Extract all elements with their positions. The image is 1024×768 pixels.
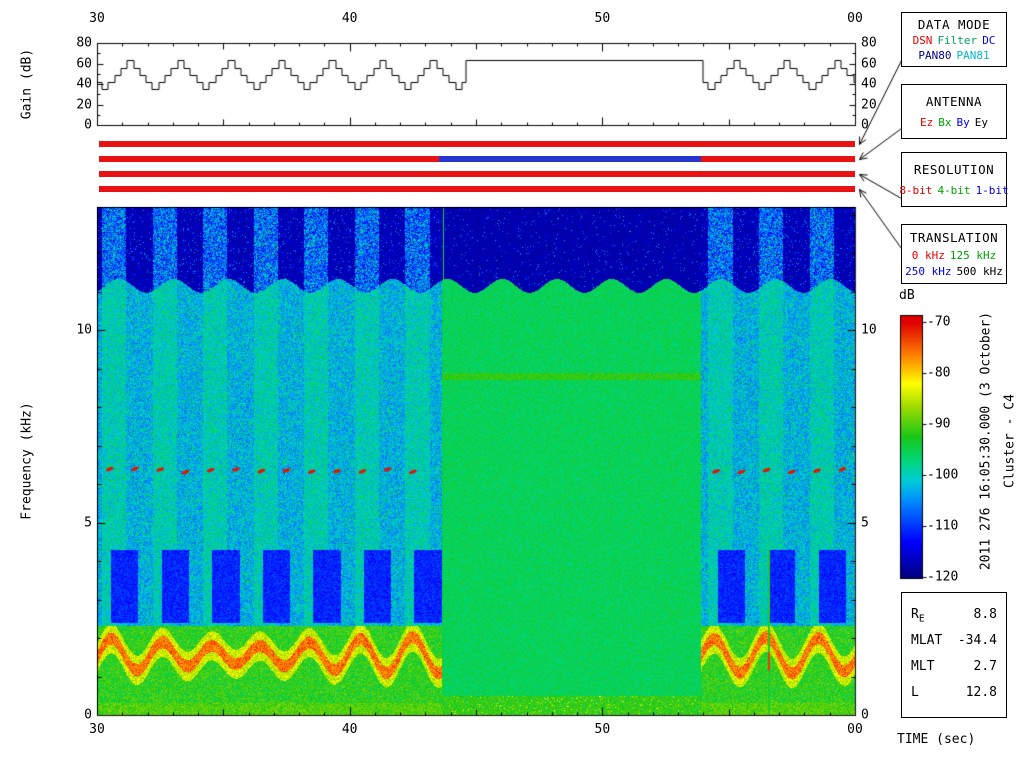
mode-token: 4-bit (937, 184, 971, 197)
info-box-line: PAN80 PAN81 (918, 49, 989, 62)
gain-ytick-label-right: 60 (861, 56, 877, 71)
data-mode-box: DATA MODE DSN Filter DC PAN80 PAN81 (901, 12, 1007, 67)
data-mode-bar (99, 141, 855, 147)
gain-ytick-label-left: 20 (76, 97, 92, 112)
spec-bottom-xtick-label: 30 (89, 722, 105, 737)
antenna-box: ANTENNA Ez Bx By Ey (901, 84, 1007, 139)
mode-token: 1-bit (975, 184, 1009, 197)
gain-ytick-label-left: 60 (76, 56, 92, 71)
info-box-title: RESOLUTION (913, 162, 995, 177)
ephemeris-value: 2.7 (973, 659, 997, 675)
freq-ytick-label-left: 10 (76, 322, 92, 338)
gain-axis-label: Gain (dB) (19, 48, 35, 120)
gain-ytick-label-right: 20 (861, 97, 877, 112)
resolution-bar-segment-red (99, 171, 855, 177)
spacecraft-label: Cluster - C4 (1002, 394, 1018, 488)
mode-token: 125 kHz (949, 248, 997, 262)
info-box-line: 250 kHz 500 kHz (905, 265, 1003, 278)
resolution-bar (99, 171, 855, 177)
ephemeris-value: 12.8 (965, 685, 997, 701)
info-box-title: ANTENNA (925, 94, 983, 109)
resolution-box: RESOLUTION 8-bit 4-bit 1-bit (899, 152, 1009, 207)
translation-box: TRANSLATION 0 kHz 125 kHz 250 kHz 500 kHz (901, 224, 1007, 284)
gain-ytick-label-left: 0 (84, 117, 92, 133)
gain-ytick-label-left: 40 (76, 76, 92, 92)
mode-token: PAN80 (918, 49, 952, 62)
gain-top-xtick-label: 40 (341, 11, 358, 26)
ephemeris-row-mlat: MLAT -34.4 (911, 633, 997, 651)
gain-top-xtick-label: 30 (89, 11, 105, 26)
gain-ytick-label-left: 80 (76, 35, 92, 51)
ephemeris-box: RE 8.8 MLAT -34.4 MLT 2.7 L 12.8 (901, 592, 1007, 718)
ephemeris-label: RE (911, 607, 925, 625)
mode-token: DC (982, 34, 996, 47)
info-box-title: DATA MODE (917, 17, 991, 32)
antenna-bar (99, 156, 855, 162)
mode-token: 500 kHz (956, 264, 1003, 278)
ephemeris-label: MLT (911, 659, 935, 675)
gain-ytick-label-right: 80 (861, 35, 877, 51)
translation-bar (99, 186, 855, 192)
colorbar-tick-label: -80 (927, 365, 951, 381)
colorbar-tick-label: -100 (927, 467, 959, 483)
info-box-line: DSN Filter DC (913, 34, 996, 47)
gain-top-xtick-label: 00 (847, 11, 863, 26)
mode-token: 250 kHz (905, 264, 952, 278)
info-box-line: 8-bit 4-bit 1-bit (899, 184, 1008, 197)
ephemeris-row-re: RE 8.8 (911, 607, 997, 625)
time-axis-label: TIME (sec) (897, 732, 976, 747)
mode-token: PAN81 (956, 49, 990, 62)
info-box-title: TRANSLATION (909, 230, 999, 246)
info-box-line: 0 kHz 125 kHz (912, 249, 996, 262)
mode-token: 0 kHz (911, 248, 945, 262)
ephemeris-row-l: L 12.8 (911, 685, 997, 703)
mode-token: Ez (920, 116, 934, 129)
colorbar-unit-label: dB (899, 288, 915, 303)
ephemeris-value: -34.4 (957, 633, 997, 649)
antenna-bar-segment-red (701, 156, 855, 162)
mode-token: DSN (912, 34, 933, 47)
mode-token: By (956, 116, 970, 129)
spec-bottom-xtick-label: 50 (594, 722, 611, 737)
info-box-line: Ez Bx By Ey (920, 116, 988, 129)
colorbar-tick-label: -120 (927, 569, 959, 585)
antenna-bar-segment-red (99, 156, 440, 162)
mode-token: Ey (974, 116, 988, 129)
ephemeris-value: 8.8 (973, 607, 997, 623)
data-mode-bar-segment-red (99, 141, 855, 147)
gain-top-xtick-label: 50 (594, 11, 611, 26)
timestamp-label: 2011 276 16:05:30.000 (3 October) (978, 311, 994, 571)
antenna-bar-segment-blue (439, 156, 702, 162)
ephemeris-label: L (911, 685, 919, 701)
gain-ytick-label-right: 0 (861, 117, 869, 133)
colorbar-tick-label: -90 (927, 416, 951, 432)
spec-bottom-xtick-label: 40 (341, 722, 358, 737)
translation-bar-segment-red (99, 186, 855, 192)
freq-ytick-label-left: 5 (84, 515, 92, 531)
mode-token: Filter (937, 34, 978, 47)
ephemeris-row-mlt: MLT 2.7 (911, 659, 997, 677)
freq-ytick-label-right: 0 (861, 707, 869, 723)
freq-ytick-label-right: 10 (861, 322, 877, 338)
frequency-axis-label: Frequency (kHz) (19, 402, 35, 520)
freq-ytick-label-left: 0 (84, 707, 92, 723)
ephemeris-label: MLAT (911, 633, 943, 649)
spec-bottom-xtick-label: 00 (847, 722, 863, 737)
mode-token: 8-bit (899, 184, 933, 197)
mode-token: Bx (938, 116, 952, 129)
colorbar-tick-label: -110 (927, 518, 959, 534)
gain-ytick-label-right: 40 (861, 76, 877, 92)
freq-ytick-label-right: 5 (861, 515, 869, 531)
colorbar-tick-label: -70 (927, 314, 951, 330)
